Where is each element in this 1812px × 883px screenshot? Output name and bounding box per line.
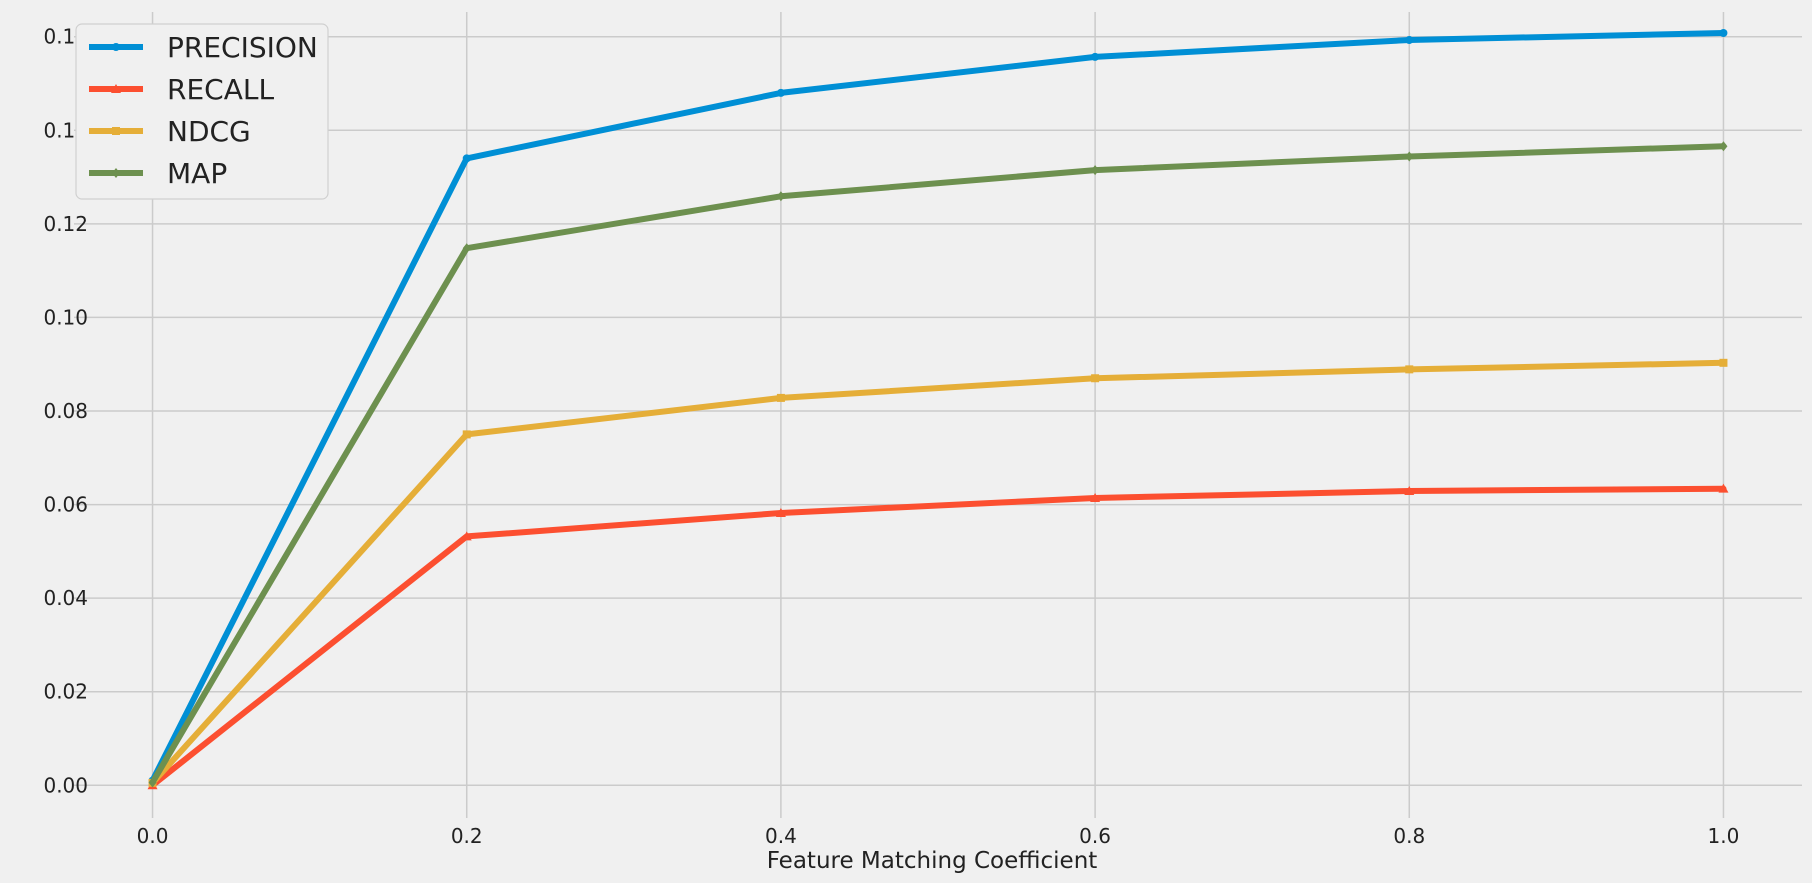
- precision-point: [1091, 52, 1100, 61]
- map-line: [149, 143, 1727, 786]
- legend-label-ndcg: NDCG: [167, 115, 251, 148]
- legend-label-map: MAP: [167, 157, 227, 190]
- map-point: [1091, 165, 1100, 176]
- x-tick-label: 0.0: [137, 824, 169, 848]
- ndcg-point: [1405, 365, 1414, 374]
- ndcg-point: [1719, 358, 1728, 367]
- x-tick-labels: 0.0 0.2 0.4 0.6 0.8 1.0: [137, 824, 1740, 848]
- series-group: [147, 29, 1729, 790]
- x-tick-label: 0.4: [765, 824, 797, 848]
- legend-marker-map: [112, 168, 120, 178]
- x-axis-title: Feature Matching Coefficient: [767, 848, 1098, 874]
- legend-marker-recall: [111, 84, 121, 93]
- recall-point: [1090, 493, 1101, 503]
- map-point: [462, 243, 471, 254]
- x-tick-label: 0.8: [1393, 824, 1425, 848]
- recall-point: [1404, 485, 1415, 495]
- map-point: [148, 777, 157, 788]
- legend-marker-precision: [112, 43, 120, 51]
- legend-box: [75, 23, 329, 200]
- precision-point: [1405, 36, 1414, 45]
- y-tick-label: 0.06: [43, 493, 88, 517]
- recall-point: [775, 507, 786, 517]
- grid-lines: [74, 12, 1802, 818]
- ndcg-point: [1091, 374, 1100, 383]
- precision-line: [149, 30, 1727, 784]
- legend: PRECISION RECALL NDCG MAP: [75, 23, 329, 200]
- recall-point: [1718, 483, 1729, 493]
- x-tick-label: 0.2: [451, 824, 483, 848]
- x-tick-label: 0.6: [1079, 824, 1111, 848]
- precision-point: [462, 154, 471, 163]
- ndcg-point: [776, 393, 785, 402]
- x-tick-label: 1.0: [1708, 824, 1740, 848]
- legend-label-recall: RECALL: [167, 73, 274, 106]
- y-tick-label: 0.00: [43, 773, 88, 797]
- y-tick-label: 0.02: [43, 680, 88, 704]
- map-point: [776, 191, 785, 202]
- y-tick-label: 0.08: [43, 399, 88, 423]
- series-map: [148, 141, 1728, 788]
- legend-marker-ndcg: [112, 127, 120, 135]
- recall-point: [461, 531, 472, 541]
- precision-point: [1719, 29, 1728, 38]
- legend-label-precision: PRECISION: [167, 31, 318, 64]
- recall-line: [149, 485, 1727, 789]
- map-point: [1405, 151, 1414, 162]
- y-tick-label: 0.10: [43, 305, 88, 329]
- ndcg-point: [462, 430, 471, 439]
- y-tick-label: 0.04: [43, 586, 88, 610]
- map-point: [1719, 141, 1728, 152]
- precision-point: [776, 88, 785, 97]
- ndcg-line: [149, 359, 1727, 786]
- y-tick-label: 0.12: [43, 212, 88, 236]
